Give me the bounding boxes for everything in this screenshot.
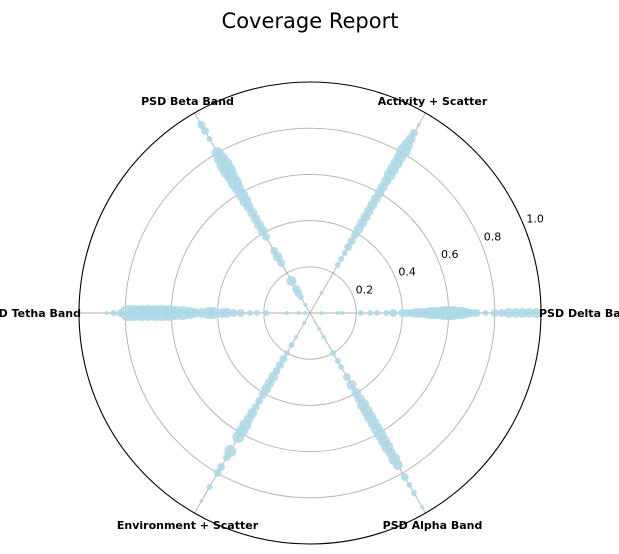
axis-label-5: Environment + Scatter <box>117 519 259 532</box>
data-point-2-3 <box>338 255 345 262</box>
data-point-1-1 <box>319 311 324 315</box>
data-point-6-24 <box>420 505 425 510</box>
data-point-1-31 <box>517 308 528 318</box>
data-point-4-10 <box>217 308 228 318</box>
data-point-3-1 <box>303 302 308 307</box>
data-point-1-6 <box>373 310 380 316</box>
radial-tick-labels: 0.2 0.4 0.6 0.8 1.0 <box>356 213 544 297</box>
data-point-2-25 <box>416 122 421 127</box>
data-point-3-5 <box>286 275 297 286</box>
data-point-1-5 <box>367 310 374 316</box>
data-point-5-2 <box>294 335 299 340</box>
data-point-5-21 <box>217 463 226 472</box>
data-point-5-24 <box>199 499 204 504</box>
data-point-5-3 <box>288 342 295 349</box>
data-point-6-7 <box>346 380 357 391</box>
axis-label-3: PSD Beta Band <box>141 95 234 108</box>
data-point-2-2 <box>334 261 341 268</box>
data-point-4-8 <box>229 309 238 317</box>
data-point-6-3 <box>330 350 337 357</box>
data-point-1-3 <box>340 311 345 315</box>
data-point-5-11 <box>258 391 267 400</box>
data-point-4-27 <box>104 311 109 315</box>
data-point-4-3 <box>284 311 289 315</box>
axis-label-6: PSD Alpha Band <box>383 519 483 532</box>
data-point-2-6 <box>347 236 356 245</box>
data-point-1-28 <box>497 309 506 317</box>
data-point-2-4 <box>341 249 348 256</box>
data-point-1-25 <box>472 309 481 317</box>
r-tick-label-4: 0.8 <box>484 230 502 243</box>
data-point-5-4 <box>283 350 290 357</box>
data-point-5-23 <box>206 484 213 491</box>
data-point-4-26 <box>110 310 117 316</box>
data-point-3-26 <box>197 120 206 129</box>
data-point-3-23 <box>211 146 224 159</box>
axis-labels: PSD Delta Band Activity + Scatter PSD Beta… <box>0 95 619 532</box>
data-point-1-26 <box>482 310 489 316</box>
data-point-6-21 <box>400 473 409 482</box>
data-point-1-33 <box>531 308 542 318</box>
data-point-2-1 <box>319 290 324 295</box>
data-point-1-32 <box>524 308 535 318</box>
data-point-5-6 <box>275 361 284 370</box>
axis-label-4: PSD Tetha Band <box>0 307 81 320</box>
axis-label-1: PSD Delta Band <box>539 307 619 320</box>
data-point-1-2 <box>335 311 340 315</box>
r-tick-label-2: 0.4 <box>398 266 416 279</box>
outer-boundary <box>78 81 542 545</box>
data-point-5-22 <box>213 469 222 478</box>
data-point-4-2 <box>296 311 301 315</box>
data-point-6-20 <box>392 460 403 471</box>
data-point-5-1 <box>302 321 307 326</box>
r-tick-label-1: 0.2 <box>356 283 374 296</box>
data-point-6-5 <box>338 364 345 371</box>
data-point-4-13 <box>196 308 207 318</box>
data-point-5-5 <box>279 355 288 364</box>
data-point-4-5 <box>253 310 260 316</box>
data-point-6-22 <box>406 482 413 489</box>
data-point-4-7 <box>236 309 245 317</box>
data-point-5-12 <box>255 397 264 406</box>
data-point-3-4 <box>292 284 301 293</box>
data-point-2-24 <box>409 128 418 137</box>
data-point-1-7 <box>383 310 390 316</box>
data-point-6-23 <box>410 490 417 497</box>
data-point-1-30 <box>510 308 521 318</box>
data-point-6-2 <box>321 335 326 340</box>
r-tick-label-5: 1.0 <box>526 213 544 226</box>
data-point-1-4 <box>357 310 364 316</box>
data-point-3-8 <box>270 246 279 255</box>
data-point-2-5 <box>344 242 353 251</box>
data-point-1-27 <box>490 309 499 317</box>
data-point-1-8 <box>389 309 398 317</box>
data-point-1-29 <box>503 308 514 318</box>
data-point-4-4 <box>263 310 270 316</box>
axis-label-2: Activity + Scatter <box>378 95 488 108</box>
r-tick-label-3: 0.6 <box>441 248 459 261</box>
data-points <box>104 120 542 510</box>
data-point-4-6 <box>246 310 253 316</box>
data-point-3-24 <box>206 135 213 142</box>
data-point-4-1 <box>303 311 308 315</box>
data-point-6-1 <box>317 327 322 332</box>
chart-title: Coverage Report <box>222 9 399 33</box>
data-point-4-24 <box>119 305 136 321</box>
data-point-5-18 <box>232 431 245 444</box>
data-point-6-6 <box>342 373 351 382</box>
data-point-6-4 <box>334 358 341 365</box>
data-point-3-25 <box>200 126 209 135</box>
data-point-5-20 <box>222 453 231 462</box>
data-point-4-25 <box>116 309 125 317</box>
